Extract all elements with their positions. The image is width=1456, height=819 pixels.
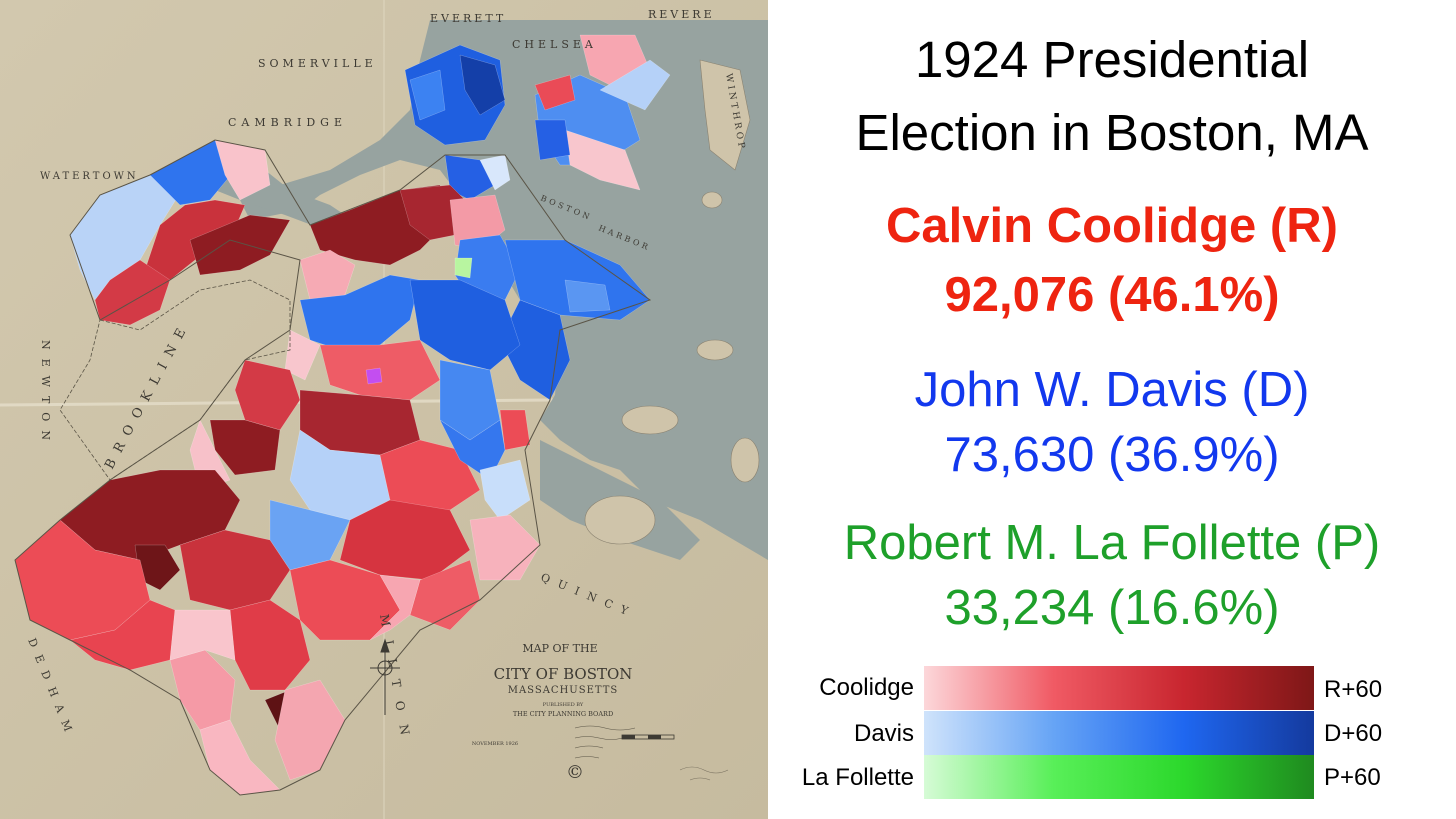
cartouche-publisher: THE CITY PLANNING BOARD xyxy=(513,710,613,718)
results-panel: 1924 Presidential Election in Boston, MA… xyxy=(768,0,1456,819)
page-title-line1: 1924 Presidential xyxy=(914,31,1310,88)
region-brighton-center xyxy=(189,214,291,276)
legend-label-lafollette: La Follette xyxy=(801,764,914,791)
island xyxy=(730,437,760,483)
region-eastboston-red xyxy=(534,74,576,111)
region-downtown-green xyxy=(454,257,473,279)
region-eastboston-light xyxy=(599,59,671,111)
region-eastboston-sw xyxy=(564,129,641,191)
legend-label-davis: Davis xyxy=(853,720,914,747)
island xyxy=(621,405,679,435)
cartouche-date: NOVEMBER 1926 xyxy=(472,741,518,747)
candidate-lafollette-name: Robert M. La Follette (P) xyxy=(843,516,1381,570)
place-somerville: SOMERVILLE xyxy=(258,57,377,70)
region-hydepark-red xyxy=(229,599,311,691)
cartouche-copyright: © xyxy=(566,762,584,783)
compass-icon xyxy=(370,638,400,715)
legend-bar-lafollette xyxy=(924,755,1314,799)
harbor-islands xyxy=(584,59,760,545)
region-southboston-red xyxy=(499,409,531,451)
region-backbay-pink xyxy=(299,249,356,301)
place-watertown: WATERTOWN xyxy=(40,171,139,182)
island xyxy=(701,191,723,209)
map-cartouche: MAP OF THE CITY OF BOSTON MASSACHUSETTS … xyxy=(472,642,729,783)
signature-scribble xyxy=(679,766,729,781)
region-mattapan-pink xyxy=(369,574,421,641)
page-title-line2: Election in Boston, MA xyxy=(855,104,1369,161)
scale-bar-segment xyxy=(622,735,635,739)
place-revere: REVERE xyxy=(648,8,715,21)
city-boundary xyxy=(14,139,652,796)
signature-scribble xyxy=(574,725,636,759)
region-dorchester-lightblue xyxy=(479,459,531,521)
place-chelsea: CHELSEA xyxy=(512,38,597,51)
cartouche-city: CITY OF BOSTON xyxy=(494,665,633,683)
region-dorchester-pink xyxy=(469,514,541,581)
precinct-regions xyxy=(14,34,671,796)
region-charlestown-2 xyxy=(459,54,506,116)
candidate-coolidge-name: Calvin Coolidge (R) xyxy=(886,199,1338,253)
brookline-boundary xyxy=(59,279,291,481)
cartouche-header: MAP OF THE xyxy=(522,642,597,655)
place-everett: EVERETT xyxy=(430,12,506,25)
region-dorchester-red xyxy=(339,499,471,581)
region-roxbury-mixed xyxy=(365,367,383,385)
candidate-coolidge-result: 92,076 (46.1%) xyxy=(944,268,1280,322)
island xyxy=(696,339,734,361)
boston-election-map: EVERETT REVERE CHELSEA SOMERVILLE CAMBRI… xyxy=(0,0,768,819)
region-southend-blue xyxy=(409,279,521,371)
scale-bar-segment xyxy=(648,735,661,739)
place-cambridge: CAMBRIDGE xyxy=(228,116,347,129)
region-dorchester-blue xyxy=(439,419,506,481)
winthrop-peninsula xyxy=(699,59,751,171)
region-northend-light xyxy=(479,154,511,191)
cartouche-state: MASSACHUSETTS xyxy=(508,685,619,696)
region-roxbury-light xyxy=(284,329,321,381)
region-roslindale xyxy=(179,529,291,611)
region-fenway-blue xyxy=(299,274,421,351)
region-charlestown-3 xyxy=(409,69,446,121)
legend-max-lafollette: P+60 xyxy=(1324,764,1381,791)
region-northend xyxy=(444,154,496,201)
legend-max-coolidge: R+60 xyxy=(1324,676,1383,703)
region-southwest-lightpink xyxy=(169,609,236,661)
region-brighton-south xyxy=(94,259,171,326)
candidate-davis-name: John W. Davis (D) xyxy=(914,363,1310,417)
legend-bar-davis xyxy=(924,711,1314,755)
legend-label-coolidge: Coolidge xyxy=(819,674,914,701)
place-newton: NEWTON xyxy=(39,340,52,449)
candidate-lafollette-result: 33,234 (16.6%) xyxy=(944,581,1280,635)
legend-max-davis: D+60 xyxy=(1324,720,1383,747)
region-eastboston-dark xyxy=(534,119,571,161)
candidate-davis-result: 73,630 (36.9%) xyxy=(944,428,1280,482)
scale-bar xyxy=(621,734,675,740)
legend-bar-coolidge xyxy=(924,666,1314,710)
island xyxy=(584,495,656,545)
region-southboston-3 xyxy=(564,279,611,313)
region-southboston-1 xyxy=(504,239,651,321)
cartouche-published-by: PUBLISHED BY xyxy=(543,702,584,708)
